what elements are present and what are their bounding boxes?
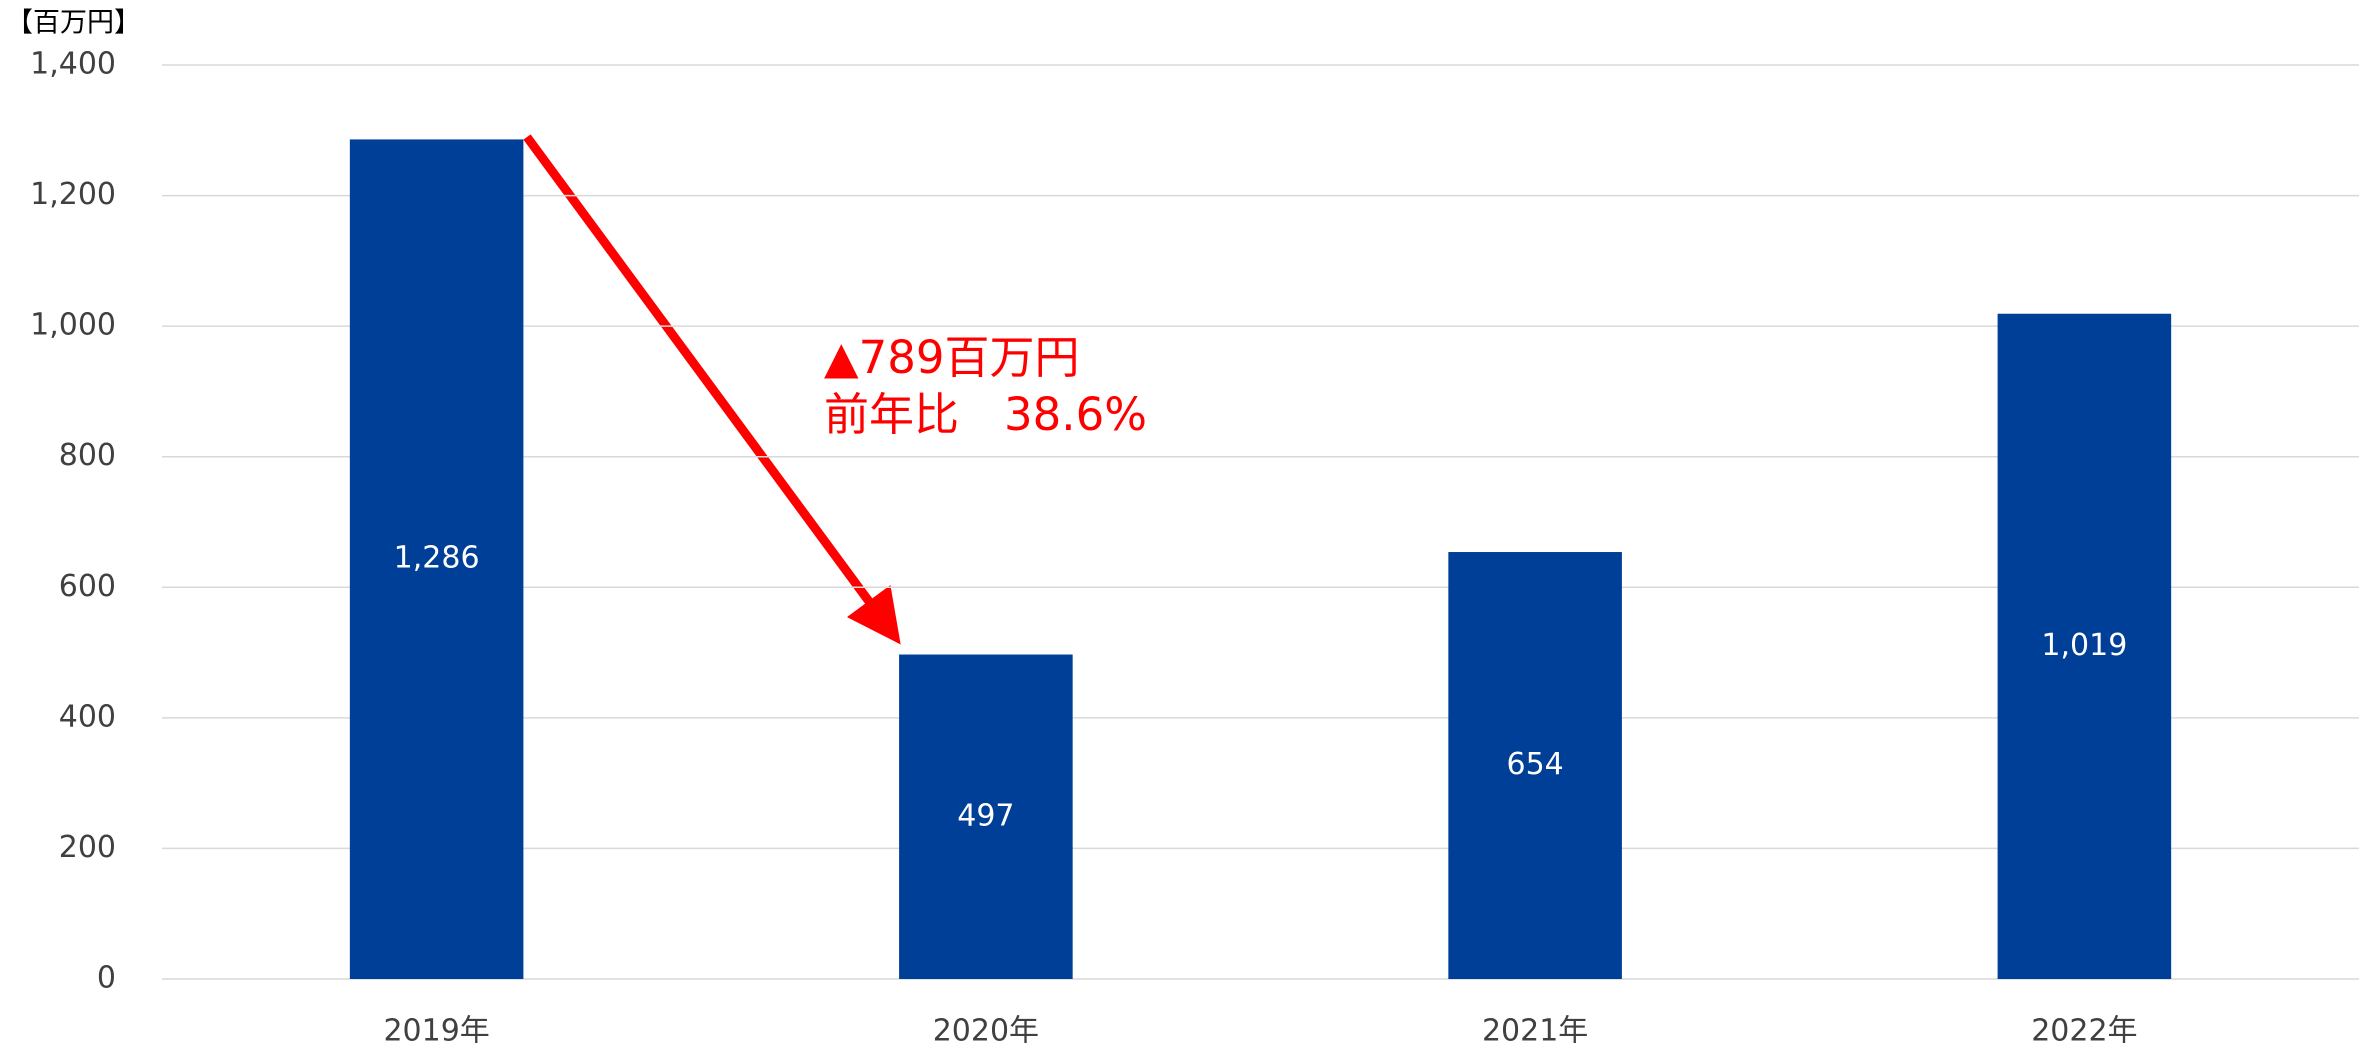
y-tick-label: 200 <box>59 830 116 865</box>
annotation: ▲789百万円 <box>824 331 1080 384</box>
x-tick-label: 2022年 <box>2031 1014 2137 1047</box>
annotation: 前年比 38.6% <box>824 388 1147 441</box>
y-tick-label: 1,000 <box>30 308 116 343</box>
value-label: 654 <box>1506 747 1563 782</box>
bar <box>1997 313 2172 979</box>
x-tick-label: 2020年 <box>933 1014 1039 1047</box>
annotation-arrow <box>523 134 901 645</box>
value-label: 1,019 <box>2041 628 2127 663</box>
y-tick-label: 600 <box>59 569 116 604</box>
y-tick-label: 1,200 <box>30 177 116 212</box>
value-label: 497 <box>957 798 1014 833</box>
x-tick-label: 2019年 <box>383 1014 489 1047</box>
y-tick-label: 0 <box>97 961 116 996</box>
bar <box>349 139 524 979</box>
bar <box>899 654 1073 979</box>
y-tick-label: 800 <box>59 438 116 473</box>
bar <box>1448 552 1622 979</box>
y-tick-label: 400 <box>59 699 116 734</box>
value-label: 1,286 <box>394 541 480 576</box>
unit-label: 【百万円】 <box>6 8 141 39</box>
x-tick-label: 2021年 <box>1482 1014 1588 1047</box>
y-tick-label: 1,400 <box>30 47 116 82</box>
